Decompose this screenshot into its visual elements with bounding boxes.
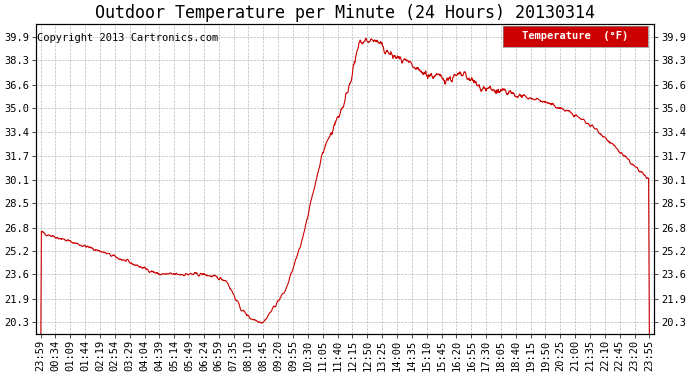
Text: Copyright 2013 Cartronics.com: Copyright 2013 Cartronics.com [37,33,219,43]
Title: Outdoor Temperature per Minute (24 Hours) 20130314: Outdoor Temperature per Minute (24 Hours… [95,4,595,22]
